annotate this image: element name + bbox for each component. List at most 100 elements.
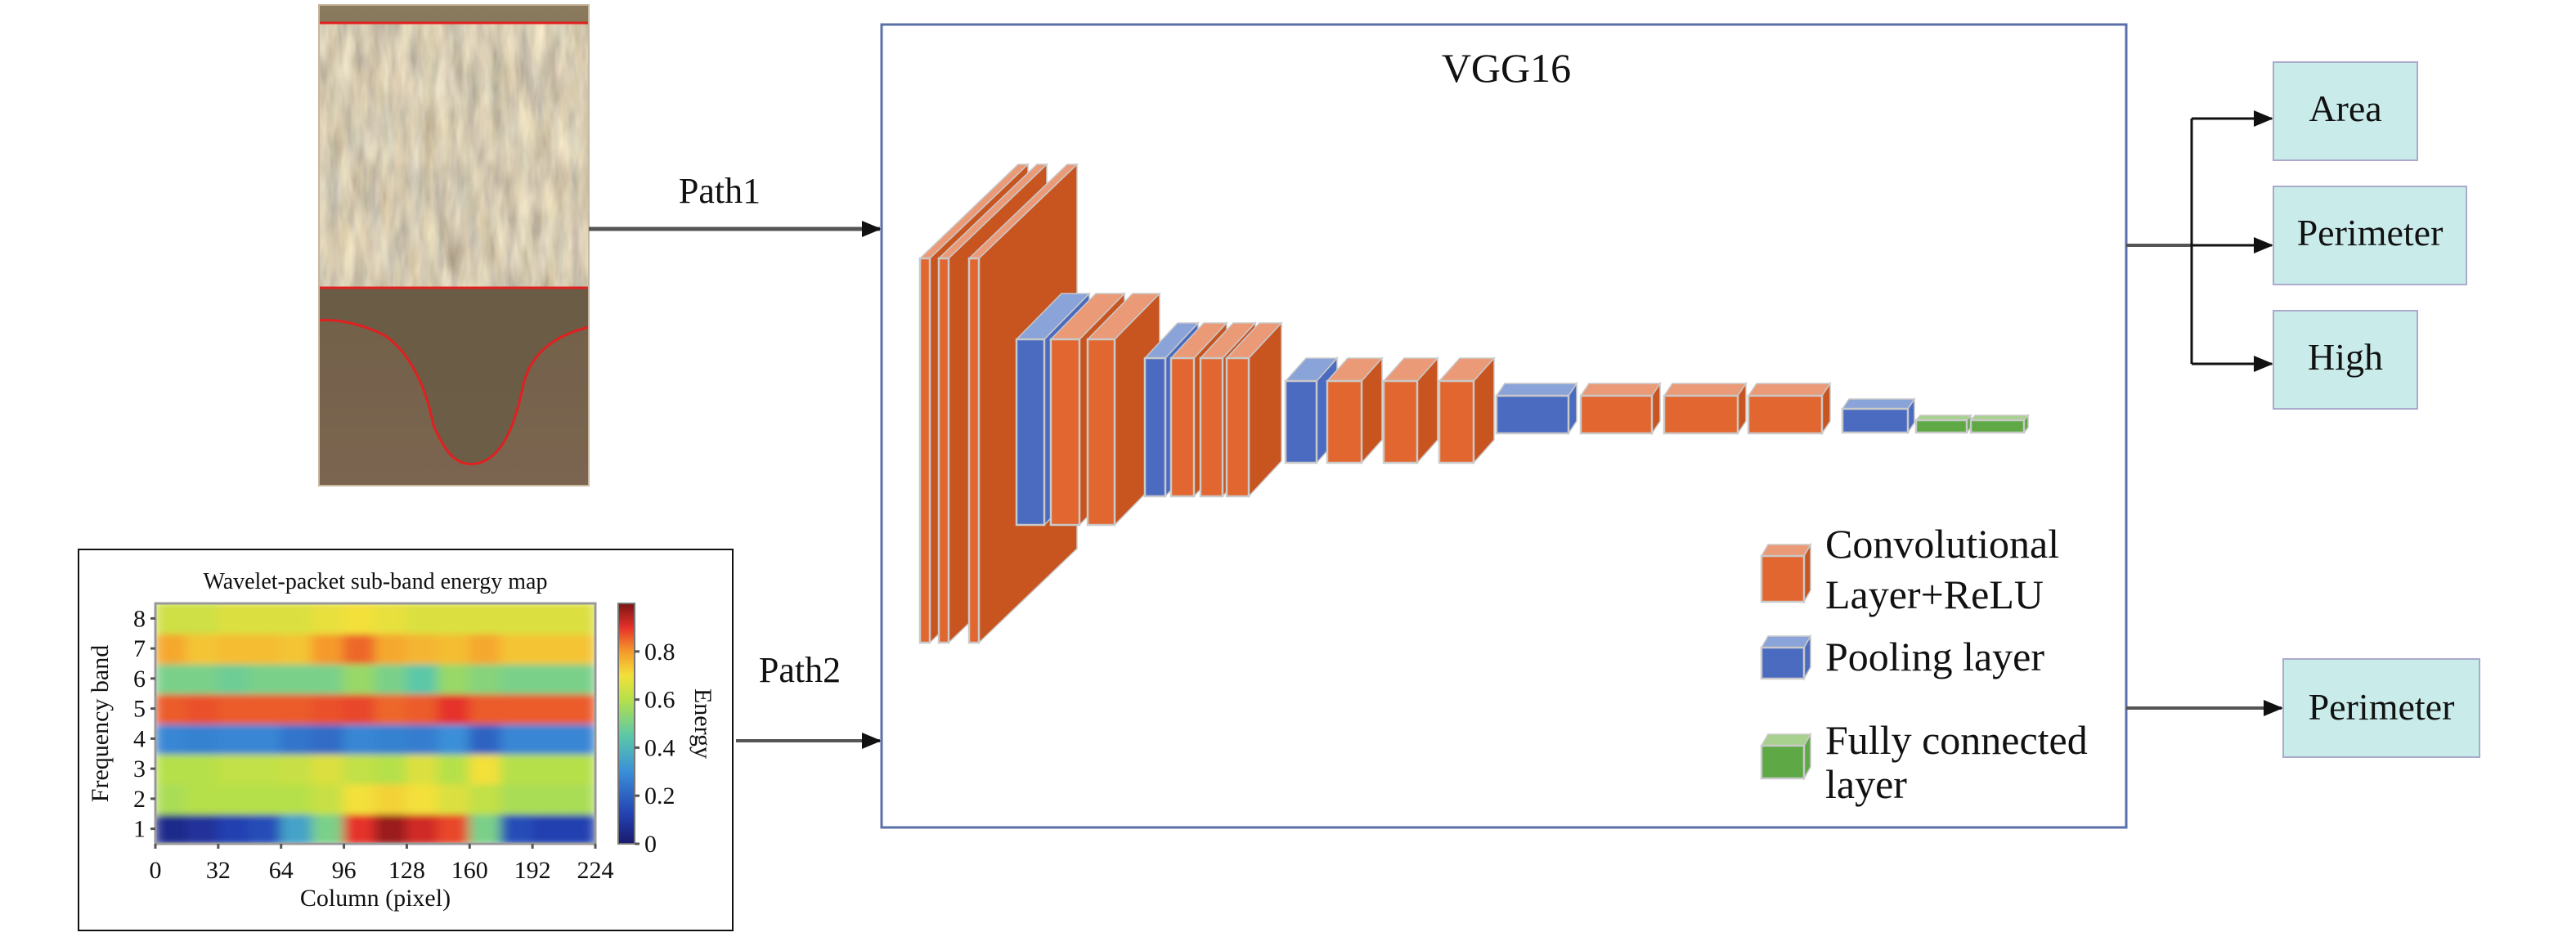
heatmap-cell (500, 813, 534, 844)
heatmap-cell (532, 693, 565, 724)
heatmap-cell (532, 632, 565, 665)
heatmap-cell (155, 603, 188, 634)
legend-pool-label: Pooling layer (1825, 634, 2044, 679)
colorbar-tick-label: 0.2 (644, 782, 675, 809)
heatmap-cell (343, 752, 376, 785)
heatmap-cell (217, 782, 251, 815)
path1-label: Path1 (679, 171, 761, 211)
heatmap-cell (469, 782, 502, 815)
energy-map-panel: Wavelet-packet sub-band energy map 0 32 64… (78, 549, 734, 931)
heatmap-cell (249, 782, 282, 815)
fully-connected-layer (1914, 413, 1972, 435)
legend-fc-swatch (1760, 732, 1812, 781)
heatmap-cell (280, 813, 314, 844)
y-tick-label: 7 (133, 635, 146, 662)
vgg16-layers (918, 163, 2030, 644)
heatmap-cell (563, 782, 595, 815)
heatmap-cell (469, 752, 502, 785)
y-axis-label: Frequency band (87, 645, 114, 802)
heatmap-cell (280, 603, 314, 634)
heatmap-cell (155, 632, 188, 665)
pooling-layer (1841, 397, 1916, 435)
heatmap-cell (186, 632, 219, 665)
heatmap-cells (155, 603, 595, 844)
heatmap-cell (500, 603, 534, 634)
heatmap-cell (186, 723, 219, 755)
heatmap-cell (469, 813, 502, 844)
heatmap-cell (469, 662, 502, 695)
legend-conv-box (1760, 542, 1812, 604)
heatmap-cell (375, 662, 408, 695)
x-tick-label: 128 (388, 857, 425, 884)
legend-fc-line1: Fully connected (1825, 717, 2088, 763)
legend-conv-line1: Convolutional (1825, 521, 2059, 567)
heatmap-cell (375, 813, 408, 844)
heatmap-cell (249, 723, 282, 755)
heatmap-cell (500, 782, 534, 815)
output-area: Area (2273, 61, 2418, 161)
legend-pool-swatch (1760, 634, 1812, 681)
legend-fc-line2: layer (1825, 761, 1907, 807)
heatmap-cell (155, 782, 188, 815)
heatmap-cell (155, 752, 188, 785)
micrograph-image (318, 4, 590, 486)
heatmap-cell (186, 752, 219, 785)
heatmap-cell (406, 752, 439, 785)
conv-layer (1225, 321, 1283, 498)
heatmap-cell (469, 632, 502, 665)
heatmap-cell (500, 752, 534, 785)
heatmap-cell (563, 632, 595, 665)
defect-contour (318, 319, 590, 466)
output-perimeter-path2-label: Perimeter (2309, 686, 2455, 728)
heatmap-cell (437, 813, 471, 844)
x-tick-label: 160 (451, 857, 488, 884)
heatmap-cell (249, 752, 282, 785)
x-tick-label: 224 (577, 857, 614, 884)
y-tick-label: 2 (133, 786, 146, 813)
heatmap-cell (280, 662, 314, 695)
heatmap-cell (563, 662, 595, 695)
heatmap-cell (343, 723, 376, 755)
heatmap-cell (437, 723, 471, 755)
y-tick-label: 6 (133, 666, 146, 693)
heatmap-cell (437, 603, 471, 634)
heatmap-cell (155, 693, 188, 724)
heatmap-cell (280, 723, 314, 755)
heatmap-cell (217, 813, 251, 844)
heatmap-cell (312, 752, 345, 785)
heatmap-cell (532, 813, 565, 844)
heatmap-cell (343, 782, 376, 815)
heatmap-cell (249, 603, 282, 634)
heatmap-cell (406, 813, 439, 844)
heatmap-cell (437, 693, 471, 724)
heatmap-cell (312, 723, 345, 755)
heatmap-cell (343, 693, 376, 724)
x-axis-label: Column (pixel) (300, 885, 451, 912)
heatmap-cell (249, 693, 282, 724)
heatmap-cell (406, 662, 439, 695)
heatmap-cell (186, 782, 219, 815)
heatmap-cell (217, 662, 251, 695)
output-high: High (2273, 310, 2418, 410)
heatmap-cell (437, 632, 471, 665)
y-tick-label: 1 (133, 816, 146, 843)
heatmap-cell (186, 813, 219, 844)
heatmap-cell (437, 782, 471, 815)
colorbar-tick-label: 0.8 (644, 639, 675, 666)
heatmap-cell (186, 662, 219, 695)
legend-pool-box (1760, 634, 1812, 681)
heatmap-cell (532, 662, 565, 695)
heatmap-cell (500, 662, 534, 695)
heatmap-cell (312, 693, 345, 724)
y-tick-label: 4 (133, 725, 146, 752)
heatmap-cell (375, 782, 408, 815)
heatmap-cell (375, 603, 408, 634)
heatmap-cell (217, 632, 251, 665)
heatmap-cell (155, 813, 188, 844)
path1-output-connector (2126, 110, 2273, 372)
heatmap-cell (343, 813, 376, 844)
x-tick-label: 64 (269, 857, 294, 884)
heatmap-cell (155, 662, 188, 695)
heatmap-cell (469, 723, 502, 755)
heatmap-cell (563, 752, 595, 785)
